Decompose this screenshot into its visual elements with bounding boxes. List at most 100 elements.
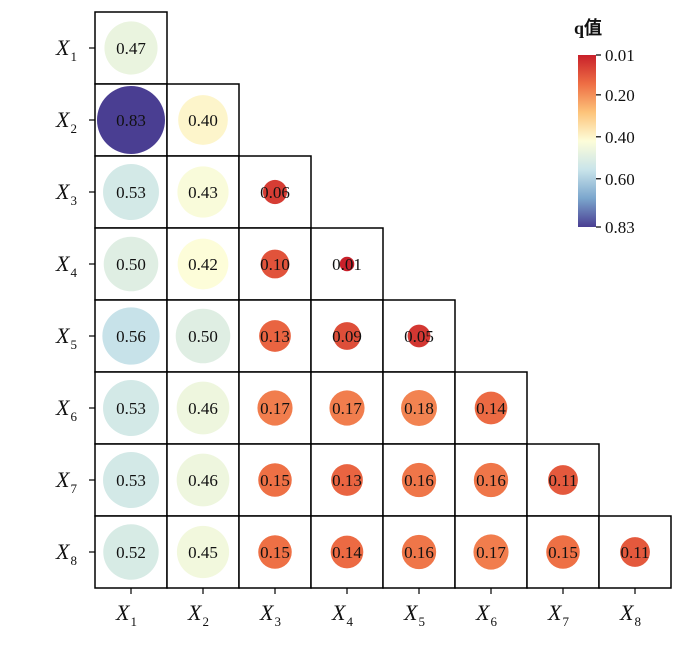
value-bubble bbox=[260, 249, 290, 279]
value-bubble bbox=[339, 256, 355, 272]
matrix-cell: 0.46 bbox=[166, 371, 240, 445]
value-label: 0.16 bbox=[476, 471, 506, 490]
y-tick-label: X1 bbox=[55, 35, 77, 64]
value-bubble bbox=[175, 308, 231, 364]
matrix-cell: 0.13 bbox=[238, 299, 312, 373]
x-tick-label: X3 bbox=[259, 600, 281, 629]
value-bubble bbox=[103, 236, 159, 292]
matrix-cell: 0.46 bbox=[166, 443, 240, 517]
value-bubble bbox=[97, 86, 165, 154]
value-bubble bbox=[333, 322, 361, 350]
matrix-cell: 0.43 bbox=[166, 155, 240, 229]
value-label: 0.14 bbox=[476, 399, 506, 418]
value-bubble bbox=[176, 453, 230, 507]
value-bubble bbox=[620, 537, 650, 567]
value-bubble bbox=[546, 535, 580, 569]
matrix-cell: 0.52 bbox=[94, 515, 168, 589]
value-bubble bbox=[103, 380, 159, 436]
value-bubble bbox=[178, 95, 228, 145]
value-label: 0.47 bbox=[116, 39, 146, 58]
matrix-cell: 0.13 bbox=[310, 443, 384, 517]
value-label: 0.83 bbox=[116, 111, 146, 130]
matrix-cells: 0.47 0.83 0.40 0.53 0.43 0.06 0.50 0.42 0.10 0.01… bbox=[94, 11, 672, 589]
value-label: 0.17 bbox=[476, 543, 506, 562]
colorbar-gradient bbox=[578, 55, 596, 227]
value-label: 0.11 bbox=[620, 543, 649, 562]
matrix-cell: 0.15 bbox=[526, 515, 600, 589]
matrix-cell: 0.53 bbox=[94, 371, 168, 445]
matrix-cell: 0.42 bbox=[166, 227, 240, 301]
value-label: 0.13 bbox=[332, 471, 362, 490]
value-label: 0.18 bbox=[404, 399, 434, 418]
matrix-cell: 0.17 bbox=[454, 515, 528, 589]
matrix-cell: 0.16 bbox=[382, 443, 456, 517]
value-bubble bbox=[401, 390, 437, 426]
value-bubble bbox=[329, 390, 365, 426]
y-tick-label: X6 bbox=[55, 395, 77, 424]
value-label: 0.15 bbox=[260, 543, 290, 562]
matrix-cell: 0.16 bbox=[454, 443, 528, 517]
matrix-cell: 0.05 bbox=[382, 299, 456, 373]
matrix-cell: 0.17 bbox=[310, 371, 384, 445]
value-label: 0.17 bbox=[332, 399, 362, 418]
value-bubble bbox=[474, 391, 508, 425]
value-bubble bbox=[258, 463, 292, 497]
value-bubble bbox=[401, 534, 437, 570]
matrix-cell: 0.10 bbox=[238, 227, 312, 301]
colorbar-tick-label: 0.83 bbox=[605, 218, 635, 237]
value-bubble bbox=[103, 524, 159, 580]
value-bubble bbox=[103, 164, 159, 220]
value-label: 0.15 bbox=[260, 471, 290, 490]
matrix-cell: 0.11 bbox=[598, 515, 672, 589]
value-label: 0.53 bbox=[116, 399, 146, 418]
matrix-cell: 0.45 bbox=[166, 515, 240, 589]
value-bubble bbox=[262, 179, 288, 205]
matrix-cell: 0.16 bbox=[382, 515, 456, 589]
value-label: 0.13 bbox=[260, 327, 290, 346]
value-label: 0.16 bbox=[404, 543, 434, 562]
value-label: 0.46 bbox=[188, 399, 218, 418]
value-label: 0.01 bbox=[332, 255, 362, 274]
value-bubble bbox=[177, 166, 229, 218]
matrix-cell: 0.06 bbox=[238, 155, 312, 229]
value-bubble bbox=[473, 534, 509, 570]
matrix-cell: 0.18 bbox=[382, 371, 456, 445]
value-label: 0.46 bbox=[188, 471, 218, 490]
x-tick-label: X7 bbox=[547, 600, 569, 629]
value-label: 0.43 bbox=[188, 183, 218, 202]
colorbar: q值0.01 0.20 0.40 0.60 0.83 bbox=[574, 17, 635, 237]
value-bubble bbox=[103, 452, 159, 508]
value-bubble bbox=[176, 525, 230, 579]
value-label: 0.09 bbox=[332, 327, 362, 346]
matrix-cell: 0.14 bbox=[454, 371, 528, 445]
x-axis-labels: X1 X2 X3 X4 X5 X6 X7 X8 bbox=[115, 588, 641, 629]
y-tick-label: X2 bbox=[55, 107, 77, 136]
colorbar-tick-label: 0.20 bbox=[605, 86, 635, 105]
matrix-cell: 0.11 bbox=[526, 443, 600, 517]
value-bubble bbox=[177, 238, 229, 290]
matrix-cell: 0.53 bbox=[94, 443, 168, 517]
x-tick-label: X2 bbox=[187, 600, 209, 629]
value-bubble bbox=[104, 21, 158, 75]
value-label: 0.42 bbox=[188, 255, 218, 274]
value-label: 0.11 bbox=[548, 471, 577, 490]
colorbar-tick-label: 0.40 bbox=[605, 128, 635, 147]
value-label: 0.16 bbox=[404, 471, 434, 490]
value-label: 0.40 bbox=[188, 111, 218, 130]
value-bubble bbox=[259, 320, 291, 352]
value-label: 0.17 bbox=[260, 399, 290, 418]
value-label: 0.10 bbox=[260, 255, 290, 274]
matrix-cell: 0.83 bbox=[94, 83, 168, 157]
value-bubble bbox=[257, 390, 293, 426]
matrix-cell: 0.15 bbox=[238, 515, 312, 589]
value-bubble bbox=[401, 462, 437, 498]
value-bubble bbox=[176, 381, 230, 435]
y-tick-label: X3 bbox=[55, 179, 77, 208]
matrix-cell: 0.56 bbox=[94, 299, 168, 373]
matrix-cell: 0.09 bbox=[310, 299, 384, 373]
x-tick-label: X5 bbox=[403, 600, 425, 629]
x-tick-label: X1 bbox=[115, 600, 137, 629]
value-label: 0.15 bbox=[548, 543, 578, 562]
